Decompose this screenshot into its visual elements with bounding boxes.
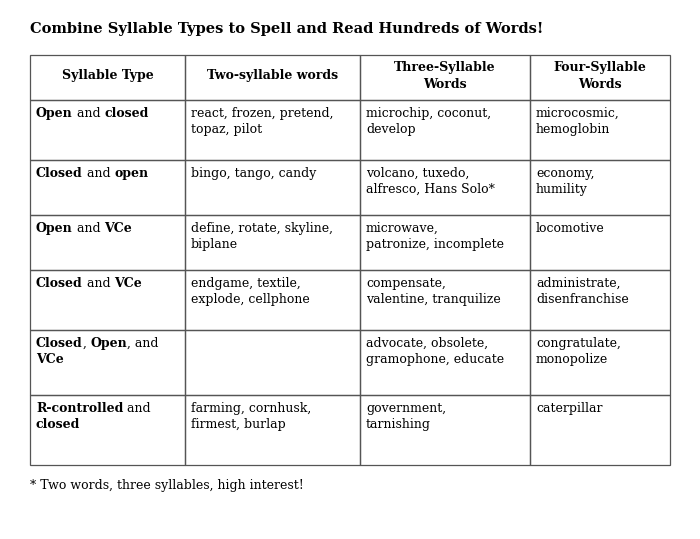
Text: VCe: VCe	[36, 353, 64, 366]
Bar	[530, 395, 670, 465]
Bar	[530, 100, 670, 160]
Bar	[30, 55, 185, 100]
Text: advocate, obsolete,: advocate, obsolete,	[366, 337, 488, 350]
Text: hemoglobin: hemoglobin	[536, 123, 610, 136]
Text: economy,: economy,	[536, 167, 594, 180]
Text: locomotive: locomotive	[536, 222, 605, 235]
Bar	[530, 270, 670, 330]
Bar	[185, 330, 360, 395]
Text: congratulate,: congratulate,	[536, 337, 621, 350]
Bar	[360, 160, 530, 215]
Bar	[360, 395, 530, 465]
Bar	[530, 215, 670, 270]
Text: develop: develop	[366, 123, 416, 136]
Bar	[30, 160, 185, 215]
Text: and: and	[73, 107, 104, 120]
Text: biplane: biplane	[191, 238, 238, 251]
Bar	[30, 395, 185, 465]
Text: Closed: Closed	[36, 277, 83, 290]
Text: Two-syllable words: Two-syllable words	[207, 70, 338, 82]
Bar	[530, 160, 670, 215]
Text: compensate,: compensate,	[366, 277, 446, 290]
Text: government,: government,	[366, 402, 446, 415]
Bar	[360, 330, 530, 395]
Text: gramophone, educate: gramophone, educate	[366, 353, 504, 366]
Text: Words: Words	[578, 78, 622, 91]
Bar	[30, 100, 185, 160]
Text: volcano, tuxedo,: volcano, tuxedo,	[366, 167, 470, 180]
Bar	[185, 55, 360, 100]
Text: open: open	[114, 167, 148, 180]
Text: alfresco, Hans Solo*: alfresco, Hans Solo*	[366, 183, 495, 196]
Text: Four-Syllable: Four-Syllable	[554, 61, 646, 74]
Text: , and: , and	[127, 337, 159, 350]
Bar	[30, 330, 185, 395]
Bar	[185, 160, 360, 215]
Text: VCe: VCe	[104, 222, 132, 235]
Text: Closed: Closed	[36, 337, 83, 350]
Text: define, rotate, skyline,: define, rotate, skyline,	[191, 222, 333, 235]
Text: topaz, pilot: topaz, pilot	[191, 123, 262, 136]
Text: patronize, incomplete: patronize, incomplete	[366, 238, 504, 251]
Text: disenfranchise: disenfranchise	[536, 293, 629, 306]
Bar	[530, 55, 670, 100]
Text: * Two words, three syllables, high interest!: * Two words, three syllables, high inter…	[30, 479, 304, 492]
Text: microchip, coconut,: microchip, coconut,	[366, 107, 491, 120]
Text: and: and	[73, 222, 104, 235]
Bar	[185, 395, 360, 465]
Bar	[360, 270, 530, 330]
Text: and: and	[123, 402, 151, 415]
Text: firmest, burlap: firmest, burlap	[191, 418, 286, 431]
Text: react, frozen, pretend,: react, frozen, pretend,	[191, 107, 333, 120]
Text: VCe: VCe	[114, 277, 142, 290]
Text: humility: humility	[536, 183, 588, 196]
Text: closed: closed	[36, 418, 80, 431]
Text: and: and	[83, 277, 114, 290]
Text: R-controlled: R-controlled	[36, 402, 123, 415]
Bar	[185, 270, 360, 330]
Bar	[30, 270, 185, 330]
Text: Closed: Closed	[36, 167, 83, 180]
Text: bingo, tango, candy: bingo, tango, candy	[191, 167, 316, 180]
Text: explode, cellphone: explode, cellphone	[191, 293, 309, 306]
Text: ,: ,	[83, 337, 90, 350]
Text: endgame, textile,: endgame, textile,	[191, 277, 301, 290]
Bar	[530, 330, 670, 395]
Text: Three-Syllable: Three-Syllable	[394, 61, 496, 74]
Text: Combine Syllable Types to Spell and Read Hundreds of Words!: Combine Syllable Types to Spell and Read…	[30, 22, 543, 36]
Text: administrate,: administrate,	[536, 277, 620, 290]
Bar	[360, 55, 530, 100]
Text: farming, cornhusk,: farming, cornhusk,	[191, 402, 312, 415]
Text: Words: Words	[424, 78, 467, 91]
Bar	[185, 100, 360, 160]
Text: monopolize: monopolize	[536, 353, 608, 366]
Bar	[30, 215, 185, 270]
Text: caterpillar: caterpillar	[536, 402, 603, 415]
Bar	[360, 215, 530, 270]
Text: Open: Open	[90, 337, 127, 350]
Text: Open: Open	[36, 107, 73, 120]
Text: microwave,: microwave,	[366, 222, 439, 235]
Text: tarnishing: tarnishing	[366, 418, 431, 431]
Text: Syllable Type: Syllable Type	[62, 70, 153, 82]
Text: closed: closed	[104, 107, 148, 120]
Bar	[185, 215, 360, 270]
Bar	[360, 100, 530, 160]
Text: Open: Open	[36, 222, 73, 235]
Text: valentine, tranquilize: valentine, tranquilize	[366, 293, 500, 306]
Text: microcosmic,: microcosmic,	[536, 107, 620, 120]
Text: and: and	[83, 167, 114, 180]
